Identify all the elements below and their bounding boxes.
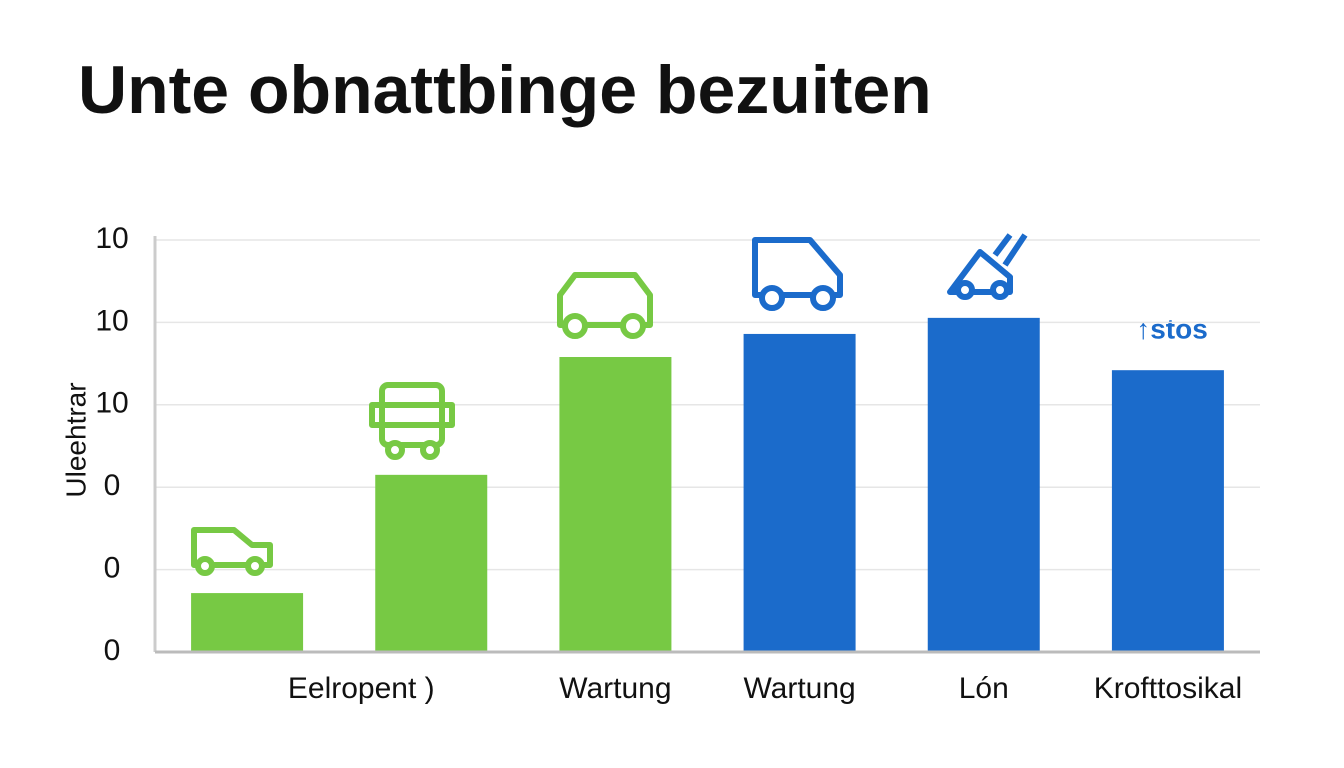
bar	[927, 317, 1040, 652]
bar	[191, 593, 304, 652]
x-tick-label: Wartung	[559, 672, 671, 705]
van-icon	[557, 272, 653, 339]
annotation: ↑stos	[1136, 313, 1208, 344]
bar	[559, 357, 672, 652]
y-tick-label: 10	[95, 387, 128, 420]
y-axis-label: Uleehtrar	[60, 382, 91, 497]
x-tick-label: Wartung	[743, 672, 855, 705]
y-tick-label: 0	[104, 469, 121, 502]
bar	[375, 474, 488, 652]
icons	[191, 233, 1028, 576]
car-icon	[191, 527, 273, 576]
y-tick-label: 10	[95, 222, 128, 255]
y-tick-label: 10	[95, 304, 128, 337]
vehicle-icon	[947, 233, 1028, 300]
bar	[743, 333, 856, 652]
y-tick-label: 0	[104, 634, 121, 667]
x-tick-label: Lón	[959, 672, 1009, 705]
x-tick-label: Krofttosikal	[1094, 672, 1242, 705]
truck-icon	[752, 237, 843, 311]
bus-icon	[369, 382, 455, 460]
bar	[1111, 370, 1224, 652]
x-tick-label: Eelropent )	[288, 672, 435, 705]
chart-title: Unte obnattbinge bezuiten	[78, 52, 932, 128]
y-tick-label: 0	[104, 552, 121, 585]
